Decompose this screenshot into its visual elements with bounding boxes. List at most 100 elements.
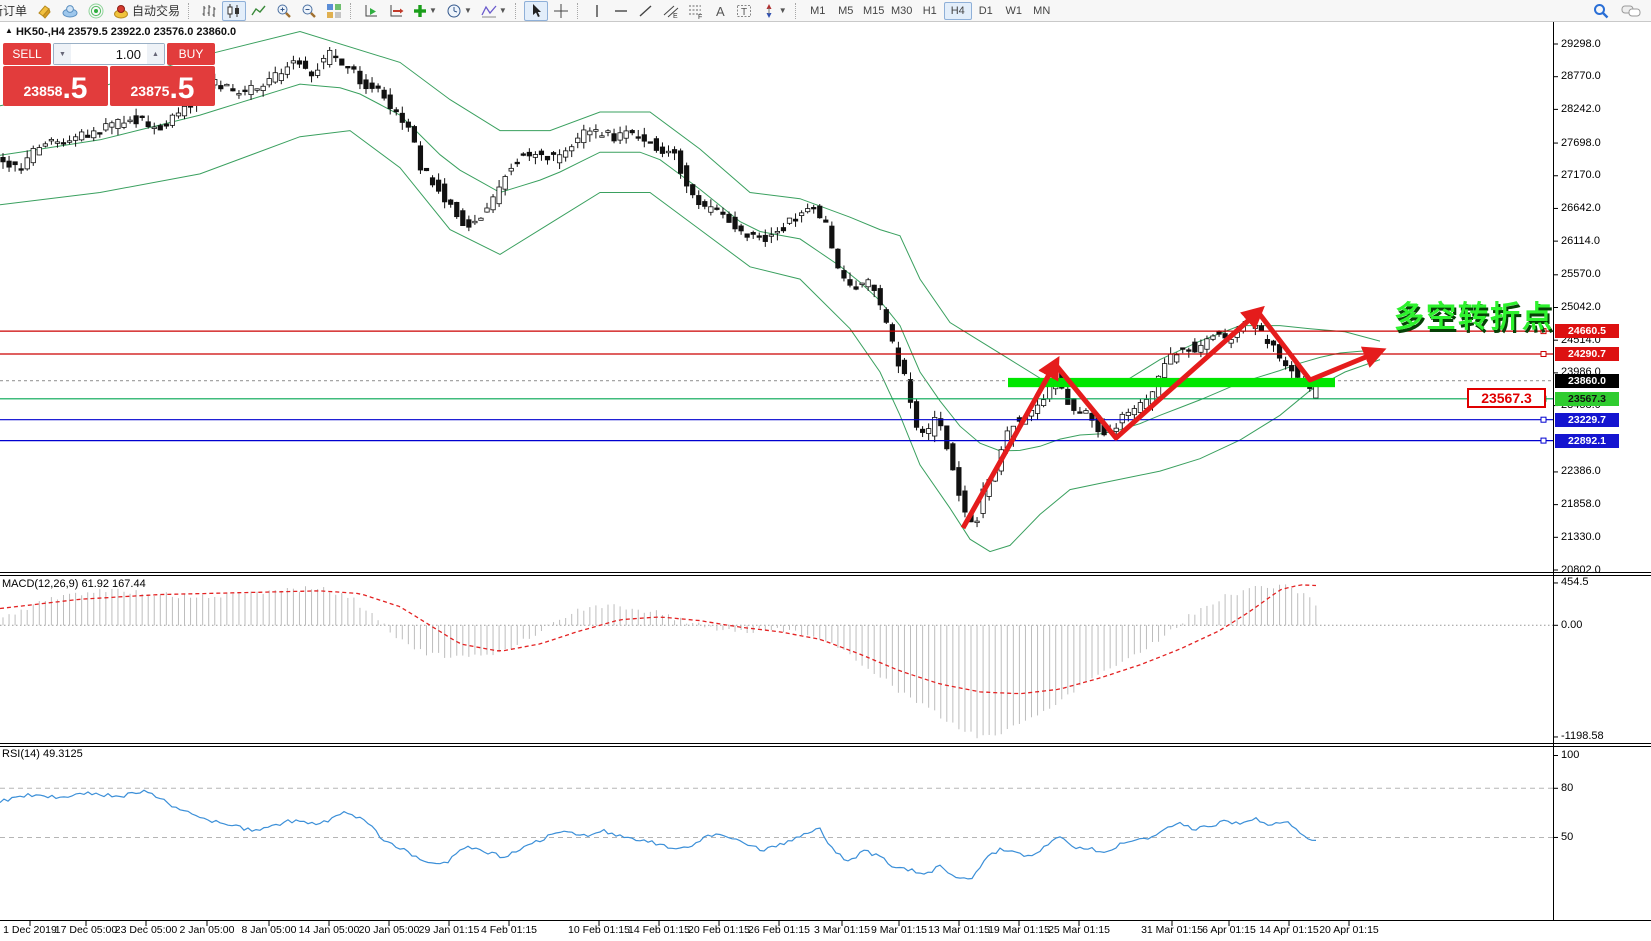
buy-price-frac: .5 <box>169 72 195 105</box>
price-tick-26642.0: 26642.0 <box>1561 201 1601 214</box>
vertical-line-icon[interactable] <box>586 1 608 21</box>
candlestick-icon[interactable] <box>222 0 247 21</box>
bar-chart-icon[interactable] <box>197 1 221 21</box>
add-indicator-icon[interactable]: ▼ <box>414 4 437 17</box>
toolbar-separator <box>794 2 800 19</box>
price-tick-25042.0: 25042.0 <box>1561 300 1601 313</box>
macd-tick-0.00: 0.00 <box>1561 618 1583 631</box>
time-label: 3 Mar 01:15 <box>813 924 871 936</box>
toolbar-separator <box>188 2 193 19</box>
support-price-label[interactable]: 23567.3 <box>1467 388 1546 408</box>
macd-label: MACD(12,26,9) 61.92 167.44 <box>2 578 146 590</box>
rsi-label: RSI(14) 49.3125 <box>2 748 83 760</box>
search-icon[interactable] <box>1589 1 1613 21</box>
auto-scroll-icon[interactable] <box>359 1 383 21</box>
price-tick-20802.0: 20802.0 <box>1561 563 1601 576</box>
one-click-trading-panel: SELL ▼ 1.00 ▲ BUY 23858.5 23875.5 <box>3 43 215 106</box>
price-badge-24290.7: 24290.7 <box>1555 347 1619 361</box>
price-tick-21858.0: 21858.0 <box>1561 498 1601 511</box>
time-label: 10 Feb 01:15 <box>568 924 630 936</box>
price-tick-21330.0: 21330.0 <box>1561 530 1601 543</box>
time-label: 4 Feb 01:15 <box>480 924 538 936</box>
zoom-out-icon[interactable] <box>297 1 321 21</box>
turning-point-annotation: 多空转折点 <box>1394 301 1554 334</box>
fibonacci-icon[interactable]: F <box>684 1 708 21</box>
new-order-label: 新订单 <box>0 4 28 18</box>
text-label-icon[interactable]: T <box>732 1 756 21</box>
time-label: 14 Feb 01:15 <box>628 924 690 936</box>
timeframe-d1[interactable]: D1 <box>978 4 993 17</box>
price-tick-28242.0: 28242.0 <box>1561 102 1601 115</box>
zoom-in-icon[interactable] <box>272 1 296 21</box>
time-label: 29 Jan 01:15 <box>418 924 480 936</box>
trend-arrow <box>1034 355 1060 399</box>
support-zone <box>1008 377 1335 388</box>
time-label: 26 Feb 01:15 <box>748 924 810 936</box>
time-label: 1 Dec 2019 <box>3 924 57 936</box>
volume-up-button[interactable]: ▲ <box>147 44 164 64</box>
periods-clock-icon[interactable]: ▼ <box>442 1 476 21</box>
timeframe-m15[interactable]: M15 <box>863 4 885 17</box>
timeframe-h4[interactable]: H4 <box>943 1 972 20</box>
rsi-tick-100: 100 <box>1561 749 1580 761</box>
toolbar-separator <box>350 2 355 19</box>
price-tick-22386.0: 22386.0 <box>1561 465 1601 478</box>
time-label: 23 Dec 05:00 <box>114 924 178 936</box>
volume-down-button[interactable]: ▼ <box>54 44 71 64</box>
cursor-icon[interactable] <box>523 0 548 21</box>
sell-button[interactable]: SELL <box>3 43 51 65</box>
timeframe-m30[interactable]: M30 <box>891 4 913 17</box>
signal-icon[interactable] <box>84 1 108 21</box>
time-label: 14 Apr 01:15 <box>1259 924 1319 936</box>
channel-icon[interactable]: E <box>659 1 683 21</box>
time-label: 19 Mar 01:15 <box>988 924 1050 936</box>
chart-ohlc: 23579.5 23922.0 23576.0 23860.0 <box>67 26 237 38</box>
price-badge-23229.7: 23229.7 <box>1555 412 1619 427</box>
band-lower <box>0 130 1381 553</box>
timeframe-w1[interactable]: W1 <box>1005 4 1022 17</box>
price-tick-26114.0: 26114.0 <box>1561 234 1600 247</box>
chat-icon[interactable] <box>1617 1 1645 21</box>
price-badge-23567.3: 23567.3 <box>1555 391 1619 406</box>
time-label: 20 Jan 05:00 <box>358 924 420 936</box>
tile-windows-icon[interactable] <box>322 1 346 21</box>
timeframe-m5[interactable]: M5 <box>838 4 854 17</box>
sell-price[interactable]: 23858.5 <box>3 66 108 106</box>
cloud-icon[interactable] <box>57 1 83 21</box>
chart-shift-icon[interactable] <box>384 1 408 21</box>
timeframe-mn[interactable]: MN <box>1033 4 1051 17</box>
time-label: 20 Apr 01:15 <box>1319 924 1379 936</box>
price-tick-25570.0: 25570.0 <box>1561 268 1601 281</box>
price-tick-27698.0: 27698.0 <box>1561 136 1601 149</box>
arrows-tool-icon[interactable]: ▼ <box>757 1 791 21</box>
band-middle <box>0 83 1381 452</box>
eraser-icon[interactable] <box>32 1 56 21</box>
template-icon[interactable]: ▼ <box>477 1 511 21</box>
volume-value[interactable]: 1.00 <box>115 46 141 62</box>
sell-price-frac: .5 <box>62 72 88 105</box>
time-label: 17 Dec 05:00 <box>54 924 118 936</box>
timeframe-h1[interactable]: H1 <box>922 4 937 17</box>
time-label: 31 Mar 01:15 <box>1141 924 1203 936</box>
line-chart-icon[interactable] <box>247 1 271 21</box>
horizontal-line-icon[interactable] <box>609 1 633 21</box>
chart-canvas[interactable] <box>0 22 1651 941</box>
svg-text:T: T <box>741 7 747 18</box>
volume-field[interactable]: ▼ 1.00 ▲ <box>53 43 165 65</box>
trendline-icon[interactable] <box>634 1 658 21</box>
price-tick-28770.0: 28770.0 <box>1561 70 1601 83</box>
time-label: 9 Mar 01:15 <box>870 924 928 936</box>
text-icon[interactable]: A <box>709 1 731 21</box>
timeframe-m1[interactable]: M1 <box>810 4 826 17</box>
macd-signal <box>0 584 1317 695</box>
autotrade-button[interactable]: 自动交易 <box>109 1 184 21</box>
autotrade-label: 自动交易 <box>132 4 181 18</box>
time-label: 25 Mar 01:15 <box>1048 924 1110 936</box>
rsi-tick-50: 50 <box>1561 830 1574 843</box>
new-order-button[interactable]: 新订单 <box>0 1 31 21</box>
buy-button[interactable]: BUY <box>167 43 215 65</box>
crosshair-icon[interactable] <box>549 1 573 21</box>
time-label: 2 Jan 05:00 <box>179 924 235 936</box>
macd-tick-454.5: 454.5 <box>1561 576 1589 589</box>
buy-price[interactable]: 23875.5 <box>110 66 215 106</box>
